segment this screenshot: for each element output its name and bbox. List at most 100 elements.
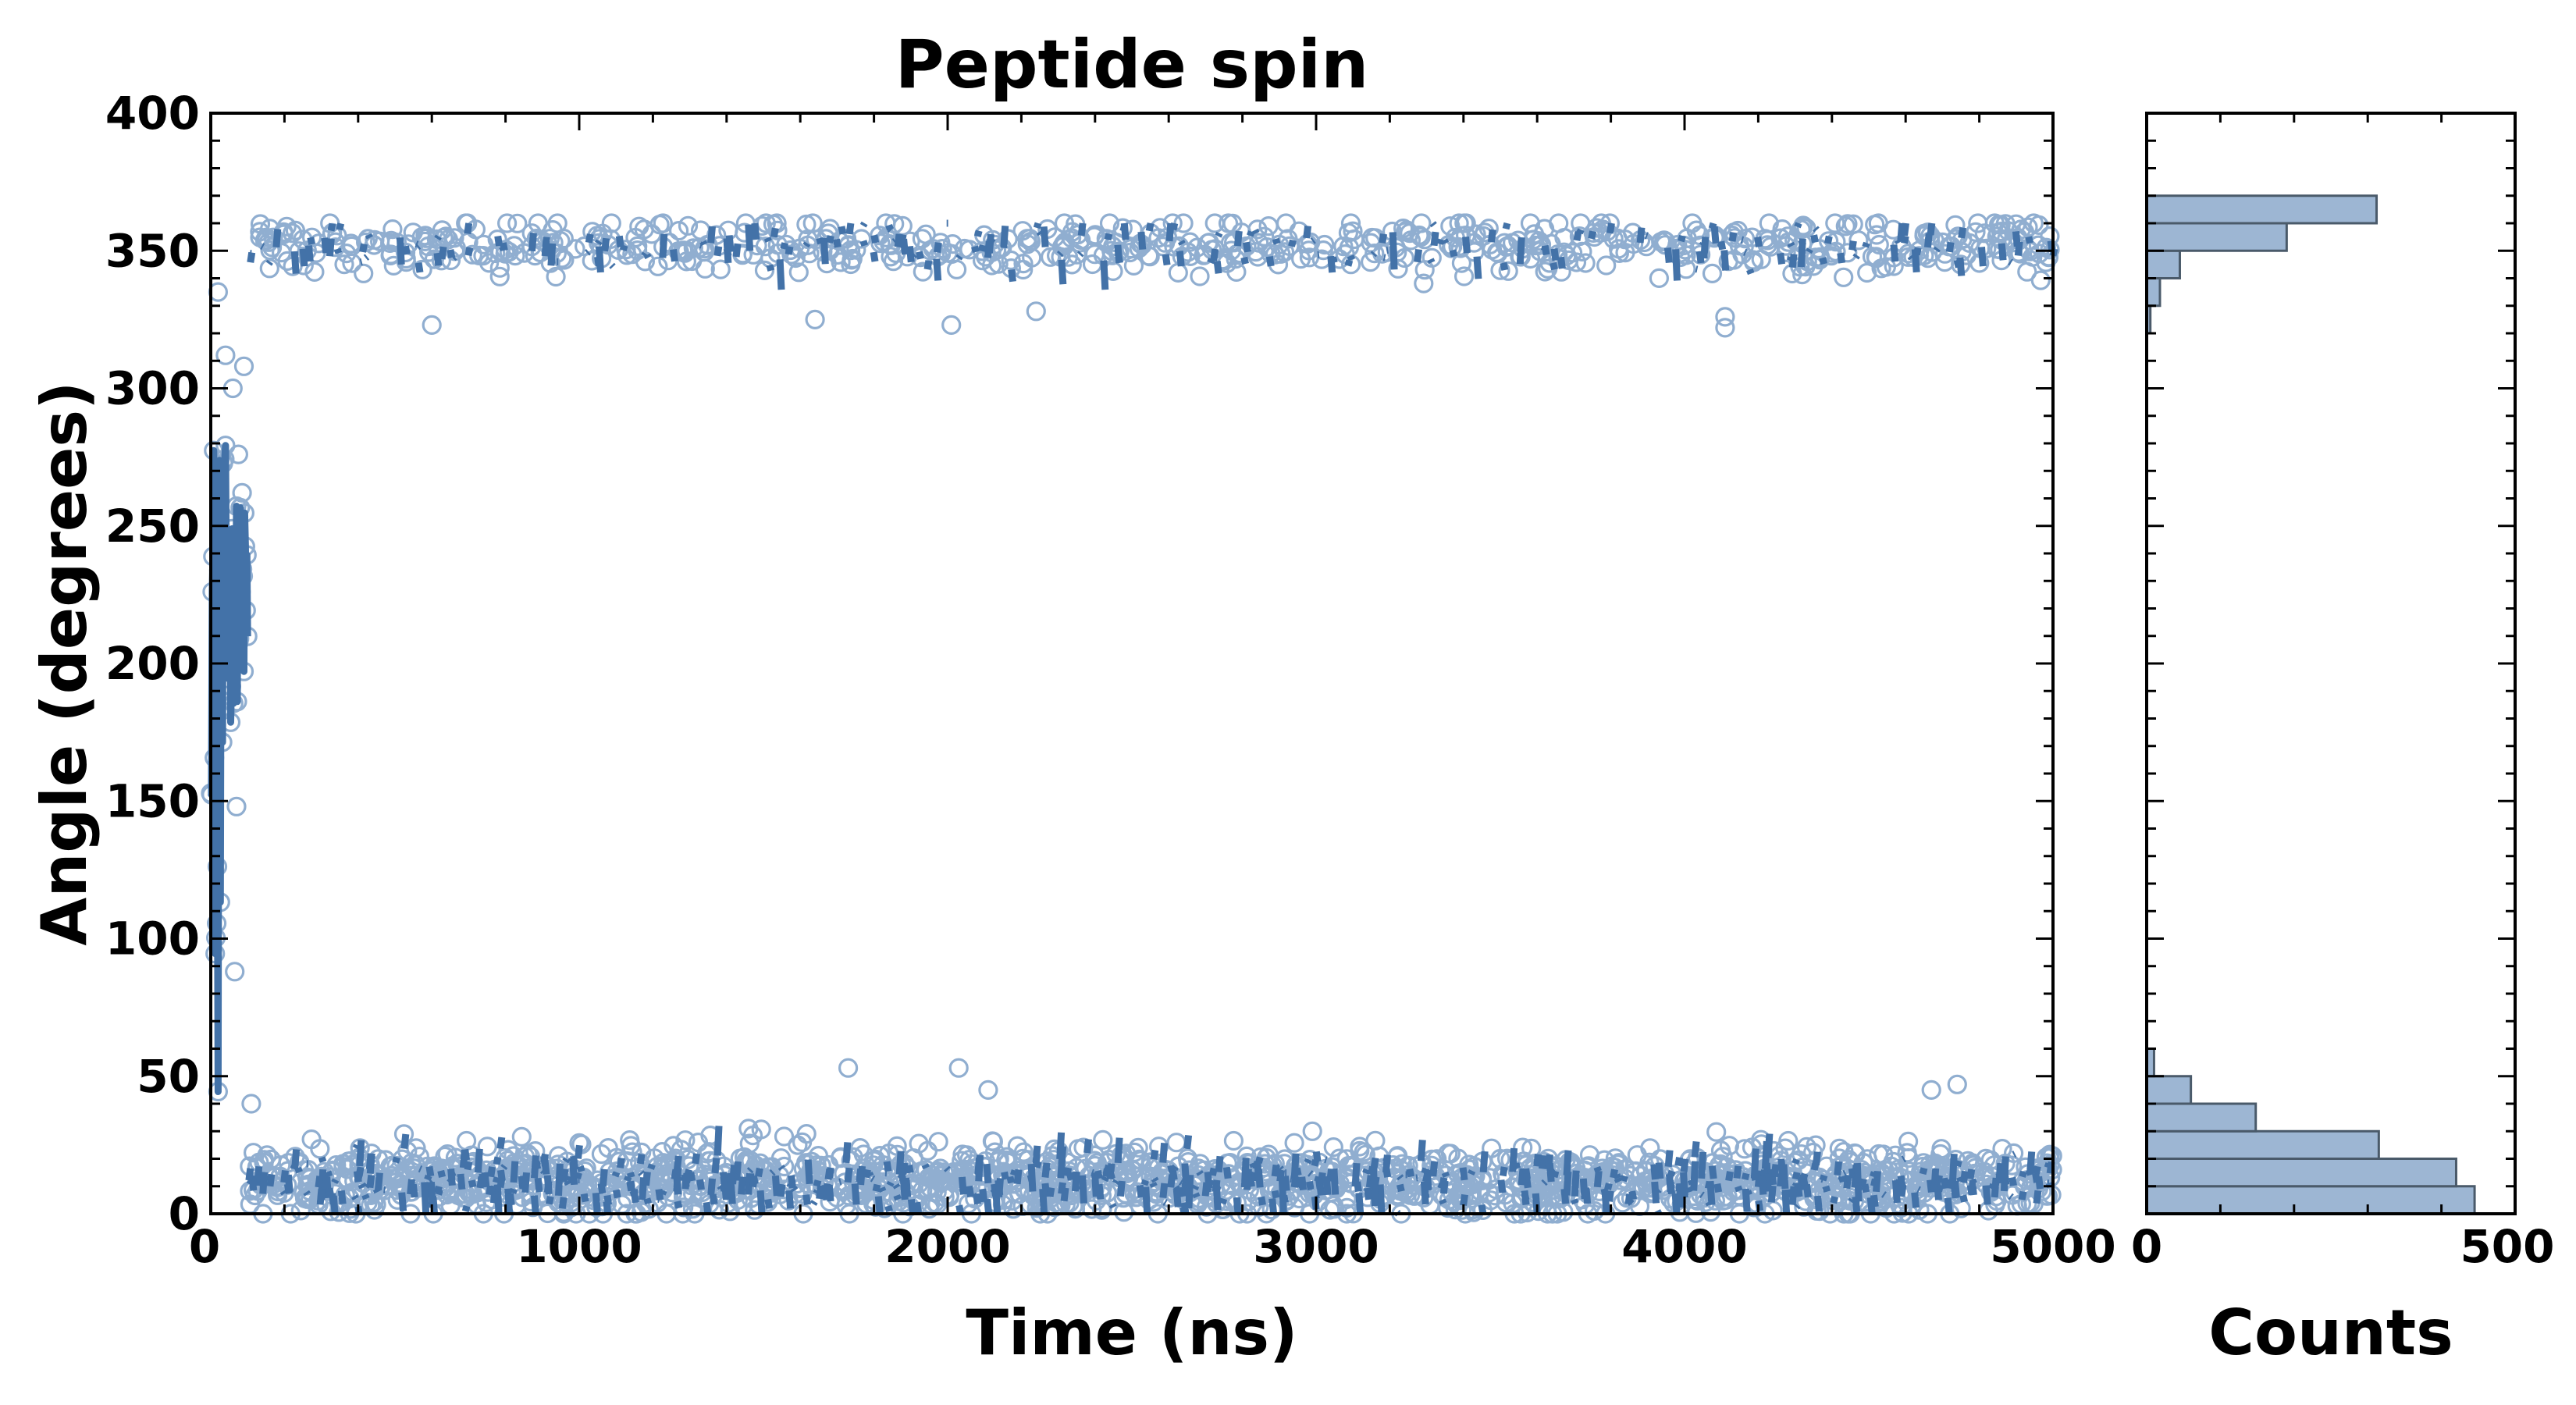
series-line-segment	[1362, 1168, 1371, 1175]
series-line-segment	[284, 1174, 294, 1193]
histogram-tick-labels: 0 500	[2131, 1220, 2555, 1273]
series-line-segment	[1819, 257, 1827, 265]
series-line-segment	[1735, 1185, 1743, 1193]
data-point	[674, 1197, 694, 1218]
series-line-segment	[272, 229, 282, 248]
y-tick-label: 200	[105, 637, 200, 690]
series-line-segment	[321, 237, 330, 254]
series-line-segment	[820, 237, 829, 265]
series-line-segment	[1233, 230, 1243, 247]
series-line-segment	[359, 258, 363, 266]
series-line-segment	[1814, 1195, 1823, 1212]
series-line-segment	[1680, 1158, 1689, 1172]
series-line-segment	[1421, 1186, 1430, 1199]
data-point	[1935, 244, 1955, 264]
series-line-segment	[1142, 1186, 1151, 1213]
data-point	[1440, 216, 1461, 237]
series-line-segment	[1966, 1184, 1976, 1196]
data-point	[1980, 1150, 2001, 1170]
series-line-segment	[756, 1190, 766, 1215]
series-line-segment	[1233, 1197, 1242, 1215]
data-point	[1338, 222, 1359, 243]
series-line-segment	[1746, 268, 1755, 276]
y-tick-label: 150	[105, 774, 200, 827]
y-tick-label: 250	[105, 500, 200, 553]
series-line-segment	[359, 243, 368, 253]
series-line-segment	[291, 1149, 301, 1169]
series-line-segment	[1767, 1185, 1777, 1203]
series-line-segment	[1699, 1191, 1705, 1199]
series-line-segment	[1083, 1139, 1092, 1154]
series-line-segment	[479, 1173, 488, 1188]
series-line-segment	[1013, 1168, 1023, 1185]
series-line-segment	[1848, 1168, 1857, 1179]
series-line-segment	[1000, 225, 1009, 249]
series-line-segment	[1958, 226, 1967, 239]
data-point	[546, 266, 566, 287]
data-point	[521, 1184, 542, 1204]
data-point	[1819, 231, 1839, 251]
series-line-segment	[1460, 1193, 1468, 1206]
series-line-segment	[842, 1142, 852, 1164]
scatter-ticks	[209, 112, 2055, 1215]
series-line-segment	[1310, 237, 1316, 244]
series-line-segment	[1414, 248, 1422, 263]
data-point	[1597, 222, 1617, 242]
histogram-bar	[2145, 194, 2379, 225]
series-line-segment	[643, 253, 652, 260]
data-point	[1290, 249, 1311, 269]
data-point	[1020, 231, 1041, 252]
data-point	[1566, 252, 1587, 272]
y-tick-label: 0	[169, 1187, 200, 1240]
series-line-segment	[1222, 1166, 1232, 1179]
series-line-segment	[986, 233, 994, 254]
series-line-segment	[673, 1155, 682, 1171]
data-point	[1007, 1136, 1028, 1156]
series-line-segment	[1159, 1142, 1169, 1163]
series-line-segment	[1533, 1154, 1542, 1167]
series-line-segment	[1593, 1170, 1603, 1188]
series-line-segment	[1071, 1171, 1080, 1192]
data-point	[507, 213, 528, 233]
series-line-segment	[1678, 234, 1686, 243]
series-line-segment	[630, 1189, 639, 1204]
series-line-segment	[574, 1172, 582, 1179]
series-line-segment	[499, 242, 508, 251]
series-line-segment	[1644, 232, 1649, 240]
series-line-segment	[1215, 1155, 1224, 1173]
series-line-segment	[790, 1186, 799, 1193]
series-line-segment	[570, 1155, 578, 1170]
series-line-segment	[616, 1157, 625, 1168]
series-line-segment	[966, 1185, 975, 1198]
series-line-segment	[375, 1172, 383, 1190]
data-point	[1360, 252, 1381, 272]
series-line-segment	[745, 224, 754, 251]
series-line-segment	[1165, 222, 1175, 242]
series-line-segment	[612, 1189, 621, 1199]
series-line-segment	[1462, 236, 1471, 254]
series-line-segment	[366, 1153, 375, 1174]
series-line-segment	[802, 1193, 811, 1206]
series-line-segment	[703, 1201, 712, 1215]
data-point	[1350, 1140, 1370, 1161]
series-line-segment	[585, 233, 594, 244]
series-line-segment	[1550, 261, 1558, 271]
series-line-segment	[1382, 1154, 1391, 1173]
x-tick-label: 0	[189, 1220, 220, 1273]
series-line-segment	[1114, 1137, 1123, 1164]
data-point	[1615, 229, 1635, 250]
series-line-segment	[1588, 230, 1597, 240]
series-line-segment	[318, 1156, 327, 1163]
data-point	[2018, 217, 2038, 237]
data-point	[462, 244, 483, 265]
series-line-segment	[496, 1169, 506, 1182]
series-line-segment	[816, 237, 824, 245]
series-line-segment	[279, 1189, 288, 1196]
series-line-segment	[1397, 1183, 1405, 1193]
series-line-segment	[1347, 254, 1356, 261]
series-line-segment	[974, 1169, 983, 1178]
series-line-segment	[944, 1165, 951, 1172]
series-line-segment	[1101, 1176, 1109, 1183]
series-line-segment	[496, 1136, 506, 1150]
series-line-segment	[1001, 1171, 1009, 1180]
